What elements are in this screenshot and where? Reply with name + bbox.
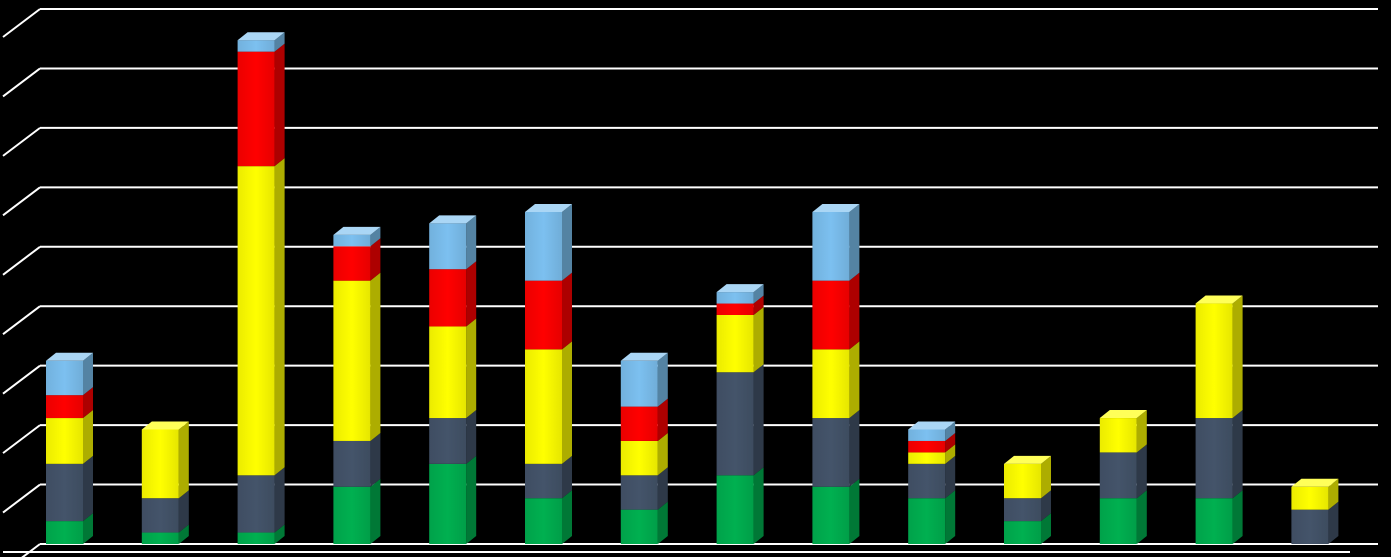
bar-segment-5-0: [429, 455, 477, 544]
bar-segment-8-3: [716, 295, 764, 315]
bar-segment-1-1: [46, 455, 93, 522]
bar-segment-11-2: [1004, 455, 1051, 499]
bar-stack-13: [1195, 295, 1243, 544]
bar-stack-10: [908, 421, 956, 544]
gridline-diagonal-4: [2, 305, 41, 336]
bar-segment-13-1: [1195, 410, 1243, 499]
bar-segment-4-0: [333, 478, 381, 544]
bar-segment-2-1: [141, 490, 189, 533]
bar-segment-11-1: [1004, 490, 1051, 522]
bar-segment-9-1: [812, 410, 860, 487]
gridline-diagonal-7: [2, 127, 41, 157]
bar-segment-1-3: [46, 387, 93, 419]
bar-stack-14: [1291, 478, 1339, 544]
bar-segment-7-3: [620, 398, 668, 441]
bar-segment-9-2: [812, 341, 860, 419]
gridline-diagonal-6: [2, 186, 41, 217]
bar-segment-6-1: [525, 455, 572, 499]
bar-segment-12-0: [1099, 490, 1147, 544]
bar-segment-7-0: [620, 501, 668, 544]
gridline-diagonal-2: [2, 424, 41, 454]
bar-segment-3-0: [237, 524, 285, 544]
bar-stack-11: [1004, 455, 1051, 544]
bar-stack-5: [429, 215, 477, 544]
bar-stack-7: [620, 352, 668, 544]
bar-segment-14-1: [1291, 501, 1339, 544]
gridline-diagonal-3: [2, 364, 41, 395]
bar-segment-10-0: [908, 490, 956, 544]
bar-segment-8-0: [716, 467, 764, 544]
gridline-diagonal-5: [2, 245, 41, 276]
bar-segment-5-1: [429, 410, 477, 464]
bar-segment-8-4: [716, 284, 764, 304]
bar-segment-3-4: [237, 32, 285, 52]
bar-segment-5-3: [429, 261, 477, 327]
gridline-diagonal-8: [2, 67, 41, 98]
bar-segment-6-2: [525, 341, 572, 464]
bar-segment-8-2: [716, 307, 764, 373]
bar-stack-2: [141, 421, 189, 544]
bar-segment-11-0: [1004, 513, 1051, 544]
bar-stack-4: [333, 226, 381, 544]
bar-segment-9-4: [812, 203, 860, 281]
bar-segment-10-1: [908, 455, 956, 499]
bar-segment-2-2: [141, 421, 189, 499]
bar-segment-13-0: [1195, 490, 1243, 544]
bar-stack-8: [716, 284, 764, 544]
bar-segment-7-2: [620, 432, 668, 476]
bar-segment-1-4: [46, 352, 93, 396]
gridline-diagonal-9: [2, 8, 41, 38]
bar-segment-4-1: [333, 432, 381, 487]
gridlines: [2, 8, 1378, 557]
bar-segment-9-3: [812, 272, 860, 350]
bar-segment-7-4: [620, 352, 668, 407]
bar-segment-6-0: [525, 490, 572, 544]
bar-segment-4-4: [333, 226, 381, 247]
bar-segment-8-1: [716, 364, 764, 476]
bar-segment-4-2: [333, 272, 381, 441]
bar-segment-1-2: [46, 410, 93, 464]
bar-stack-12: [1099, 410, 1147, 544]
bar-segment-5-4: [429, 215, 477, 270]
bar-segment-7-1: [620, 467, 668, 510]
bar-segment-12-1: [1099, 444, 1147, 499]
bar-stack-1: [46, 352, 93, 544]
gridline-diagonal-0: [21, 543, 41, 557]
bar-segment-5-2: [429, 318, 477, 419]
bar-stack-6: [525, 203, 572, 544]
bar-segment-12-2: [1099, 410, 1147, 453]
bar-stacks: [46, 32, 1339, 544]
bar-segment-3-2: [237, 158, 285, 476]
bar-segment-10-4: [908, 421, 956, 441]
gridline-diagonal-1: [2, 483, 41, 514]
bar-stack-3: [237, 32, 285, 544]
bar-segment-10-2: [908, 444, 956, 464]
bar-segment-1-0: [46, 513, 93, 544]
bar-stack-9: [812, 203, 860, 544]
bar-segment-9-0: [812, 478, 860, 544]
bar-segment-6-3: [525, 272, 572, 350]
bar-segment-3-1: [237, 467, 285, 533]
bar-segment-13-2: [1195, 295, 1243, 419]
bar-segment-2-0: [141, 524, 189, 544]
bar-segment-4-3: [333, 238, 381, 281]
bar-segment-10-3: [908, 432, 956, 453]
bar-segment-14-2: [1291, 478, 1339, 510]
bar-segment-3-3: [237, 43, 285, 167]
bar-segment-6-4: [525, 203, 572, 281]
